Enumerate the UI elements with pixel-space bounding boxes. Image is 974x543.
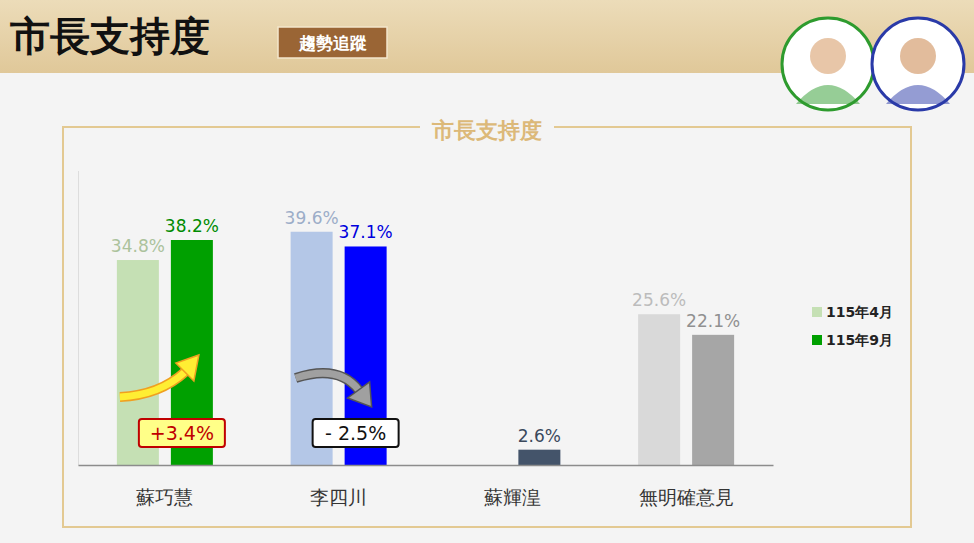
legend-swatch: [812, 307, 822, 317]
data-label: 39.6%: [285, 208, 339, 228]
legend-label: 115年9月: [826, 332, 893, 348]
avatar: [872, 18, 964, 110]
x-tick: 蘇巧慧: [136, 465, 193, 508]
header-title: 市長支持度: [9, 13, 210, 59]
legend-item: 115年9月: [812, 332, 893, 348]
arrow-shaft: [120, 372, 185, 397]
chart-root: 市長支持度趨勢追蹤市長支持度34.8%39.6%25.6%38.2%37.1%2…: [0, 0, 974, 543]
legend-item: 115年4月: [812, 304, 893, 320]
avatar: [782, 18, 874, 110]
bar: [518, 450, 560, 465]
annotation-box: [313, 419, 399, 447]
annotation: - 2.5%: [296, 373, 399, 447]
arrow-head: [348, 382, 372, 407]
legend-swatch: [812, 335, 822, 345]
data-label: 2.6%: [518, 426, 561, 446]
y-axis: [78, 171, 79, 466]
bars: [117, 232, 734, 465]
arrow-shaft: [296, 373, 359, 390]
avatar-head: [810, 38, 846, 74]
bar: [692, 335, 734, 465]
annotations: +3.4% - 2.5%: [120, 355, 399, 447]
data-label: 34.8%: [111, 236, 165, 256]
x-tick: 蘇輝湟: [484, 465, 541, 508]
x-axis: 蘇巧慧 李四川 蘇輝湟 無明確意見: [79, 465, 774, 508]
x-tick-label: 李四川: [310, 486, 367, 508]
legend: 115年4月 115年9月: [812, 304, 893, 348]
background: [0, 0, 974, 543]
avatar-head: [900, 38, 936, 74]
data-label: 37.1%: [339, 222, 393, 242]
data-labels: 34.8% 39.6% 25.6% 38.2% 37.1% 2.6% 22.1%: [111, 208, 740, 446]
x-axis-line: [79, 465, 774, 467]
annotation-text: - 2.5%: [325, 422, 386, 444]
x-tick-label: 無明確意見: [639, 486, 734, 508]
arrow-outline: [120, 372, 185, 397]
data-label: 25.6%: [632, 290, 686, 310]
arrow-outline: [296, 373, 359, 390]
header-badge: 趨勢追蹤: [298, 33, 367, 53]
y-axis-line: [78, 171, 79, 466]
annotation-text: +3.4%: [150, 422, 214, 444]
avatar-ring: [782, 18, 874, 110]
x-tick: 無明確意見: [639, 465, 734, 508]
chart-title: 市長支持度: [431, 118, 542, 143]
avatar-body: [796, 85, 860, 104]
chart-svg: 市長支持度趨勢追蹤市長支持度34.8%39.6%25.6%38.2%37.1%2…: [0, 0, 974, 543]
annotation: +3.4%: [120, 355, 225, 447]
chart-frame: [63, 127, 911, 527]
avatar-body: [886, 85, 950, 104]
x-tick-label: 蘇輝湟: [484, 486, 541, 508]
header-badge-box: [278, 27, 387, 58]
avatar-ring: [872, 18, 964, 110]
x-tick-label: 蘇巧慧: [136, 486, 193, 508]
data-label: 38.2%: [165, 216, 219, 236]
annotation-box: [139, 419, 225, 447]
arrow-head: [176, 355, 199, 381]
x-tick: 李四川: [310, 465, 367, 508]
bar: [638, 314, 680, 465]
legend-label: 115年4月: [826, 304, 893, 320]
data-label: 22.1%: [686, 311, 740, 331]
